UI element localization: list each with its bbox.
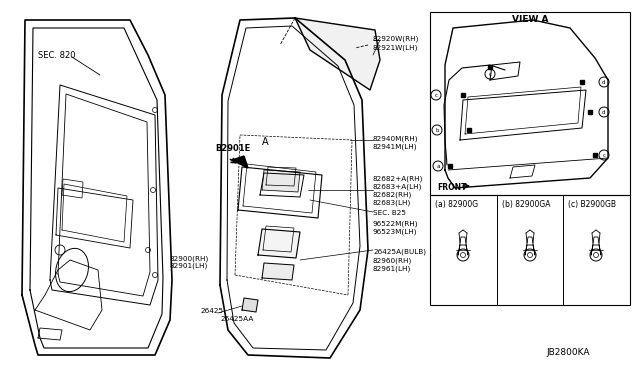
Text: d: d [602, 109, 605, 115]
Text: 82920W(RH): 82920W(RH) [373, 35, 419, 42]
Bar [488, 65, 492, 69]
Text: 96522M(RH): 96522M(RH) [373, 220, 419, 227]
Text: 82683+A(LH): 82683+A(LH) [373, 183, 422, 189]
Text: 82960(RH): 82960(RH) [373, 258, 412, 264]
Text: B2901E: B2901E [215, 144, 250, 153]
Text: c: c [488, 71, 492, 77]
Text: 82900(RH)
82901(LH): 82900(RH) 82901(LH) [170, 255, 209, 269]
Text: FRONT: FRONT [437, 183, 467, 192]
Polygon shape [242, 298, 258, 312]
Bar [467, 128, 471, 132]
Polygon shape [295, 18, 380, 90]
Bar [461, 93, 465, 97]
Text: 82683(LH): 82683(LH) [373, 199, 412, 205]
Polygon shape [232, 156, 248, 168]
Text: c: c [602, 153, 605, 157]
Polygon shape [262, 263, 294, 280]
Text: d: d [602, 80, 605, 84]
Text: VIEW A: VIEW A [512, 15, 548, 24]
Text: 82682(RH): 82682(RH) [373, 191, 412, 198]
Text: (b) 82900GA: (b) 82900GA [502, 200, 550, 209]
Text: 26425AA: 26425AA [220, 316, 253, 322]
Bar [430, 195, 630, 305]
Text: 82682+A(RH): 82682+A(RH) [373, 175, 424, 182]
Text: JB2800KA: JB2800KA [547, 348, 590, 357]
Text: 82921W(LH): 82921W(LH) [373, 44, 419, 51]
Bar [588, 110, 592, 114]
Text: SEC. 820: SEC. 820 [38, 51, 76, 60]
Text: A: A [262, 137, 269, 147]
Text: 96523M(LH): 96523M(LH) [373, 228, 417, 234]
Text: (a) 82900G: (a) 82900G [435, 200, 478, 209]
Text: 26425: 26425 [200, 308, 223, 314]
Text: a: a [436, 164, 440, 169]
Polygon shape [262, 170, 300, 192]
Bar [593, 153, 597, 157]
Text: 82940M(RH): 82940M(RH) [373, 135, 419, 141]
Text: 26425A(BULB): 26425A(BULB) [373, 248, 426, 254]
Text: (c) B2900GB: (c) B2900GB [568, 200, 616, 209]
Bar [448, 164, 452, 168]
Text: b: b [435, 128, 439, 132]
Polygon shape [258, 229, 300, 258]
Text: SEC. B25: SEC. B25 [373, 210, 406, 216]
Text: c: c [435, 93, 438, 97]
Text: 82961(LH): 82961(LH) [373, 266, 412, 273]
Text: 82941M(LH): 82941M(LH) [373, 143, 417, 150]
Bar [430, 12, 630, 195]
Bar [580, 80, 584, 84]
